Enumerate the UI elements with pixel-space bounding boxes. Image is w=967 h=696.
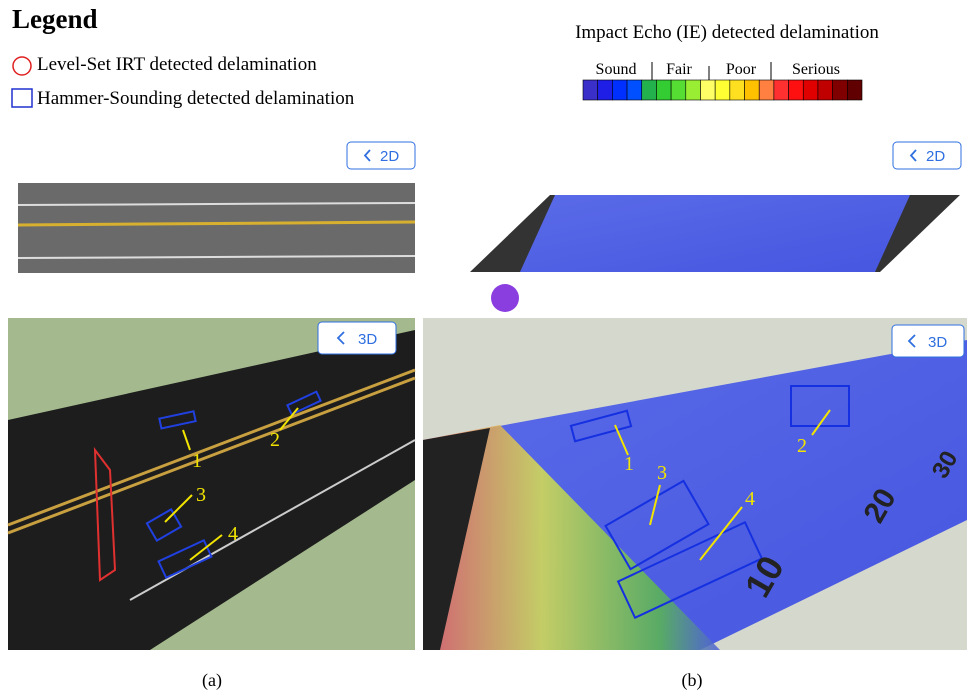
colorbar-label: Sound <box>596 61 637 78</box>
colorbar <box>583 80 862 100</box>
button-2d[interactable]: 2D <box>893 142 961 169</box>
caption: (a) <box>202 670 222 691</box>
colorbar-cell <box>671 80 686 100</box>
button-label[interactable]: 3D <box>928 334 947 351</box>
colorbar-cell <box>759 80 774 100</box>
annotation: 3 <box>657 462 667 484</box>
colorbar-cell <box>715 80 730 100</box>
annotation: 1 <box>624 453 634 475</box>
legend-title: Legend <box>12 4 98 34</box>
annotation: 3 <box>196 484 206 506</box>
colorbar-cell <box>612 80 627 100</box>
colorbar-title: Impact Echo (IE) detected delamination <box>575 22 879 43</box>
colorbar-cell <box>583 80 598 100</box>
colorbar-cell <box>656 80 671 100</box>
button-2d[interactable]: 2D <box>347 142 415 169</box>
legend-item: Hammer-Sounding detected delamination <box>37 88 355 109</box>
legend-item: Level-Set IRT detected delamination <box>37 54 317 75</box>
colorbar-cell <box>789 80 804 100</box>
annotation: 4 <box>228 523 238 545</box>
caption: (b) <box>682 670 703 691</box>
annotation: 2 <box>797 435 807 457</box>
colorbar-cell <box>847 80 862 100</box>
ie-map-2d-data <box>520 195 910 272</box>
camera-marker <box>491 284 519 312</box>
button-3d[interactable]: 3D <box>318 322 396 354</box>
colorbar-cell <box>627 80 642 100</box>
colorbar-cell <box>818 80 833 100</box>
button-label[interactable]: 3D <box>358 331 377 348</box>
annotation: 4 <box>745 488 755 510</box>
colorbar-cell <box>774 80 789 100</box>
annotation: 2 <box>270 429 280 451</box>
figure: Legend Level-Set IRT detected delaminati… <box>0 0 967 696</box>
colorbar-cell <box>642 80 657 100</box>
colorbar-cell <box>745 80 760 100</box>
button-label[interactable]: 2D <box>380 148 399 165</box>
colorbar-cell <box>803 80 818 100</box>
colorbar-cell <box>700 80 715 100</box>
annotation: 1 <box>192 450 202 472</box>
button-3d[interactable]: 3D <box>892 325 964 357</box>
orthophoto <box>18 183 415 273</box>
colorbar-cell <box>833 80 848 100</box>
colorbar-cell <box>598 80 613 100</box>
colorbar-cell <box>730 80 745 100</box>
colorbar-label: Serious <box>792 61 840 78</box>
legend-circle <box>13 57 31 75</box>
colorbar-label: Poor <box>726 61 757 78</box>
colorbar-label: Fair <box>666 61 692 78</box>
legend-square <box>12 89 32 107</box>
button-label[interactable]: 2D <box>926 148 945 165</box>
colorbar-cell <box>686 80 701 100</box>
